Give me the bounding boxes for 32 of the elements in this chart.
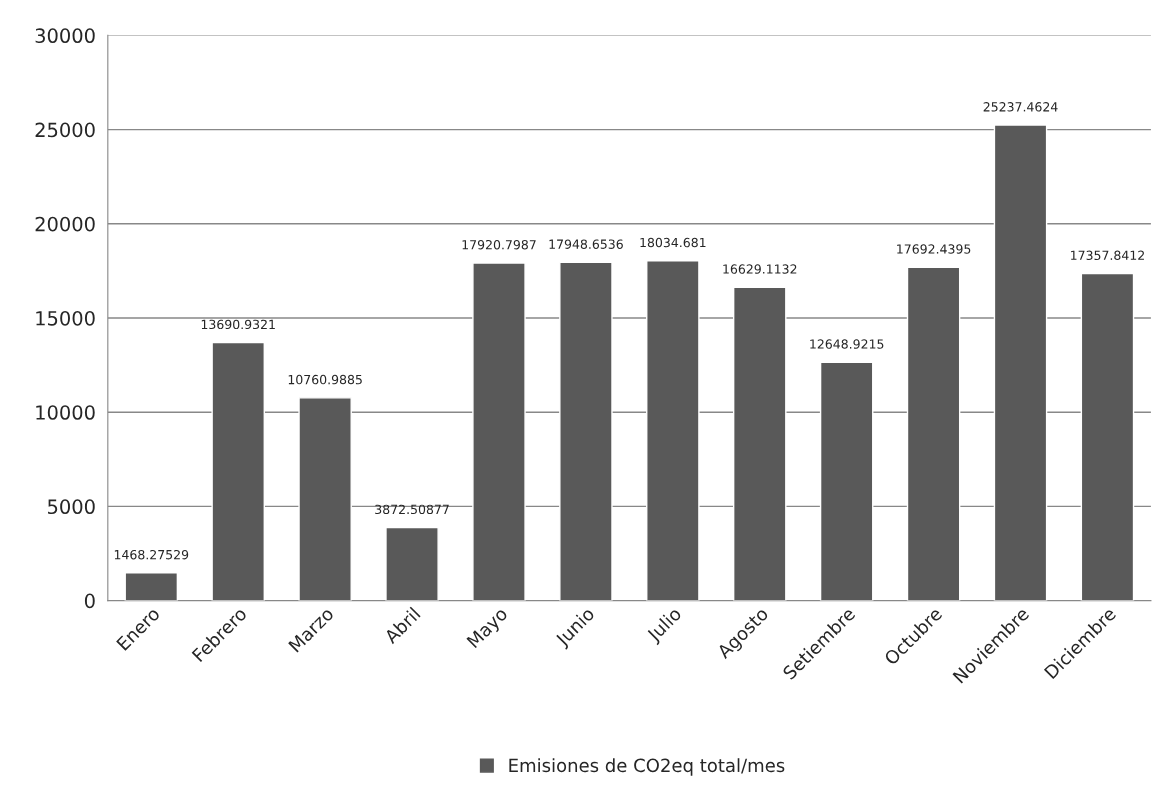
bar bbox=[732, 286, 787, 601]
data-label: 17948.6536 bbox=[549, 239, 623, 249]
data-label: 13690.9321 bbox=[201, 319, 275, 330]
y-tick-label: 5000 bbox=[48, 499, 95, 515]
data-label: 17920.7987 bbox=[462, 239, 536, 250]
bar bbox=[124, 572, 179, 601]
data-label: 16629.1132 bbox=[723, 264, 797, 274]
data-label: 12648.9215 bbox=[810, 339, 884, 349]
data-label: 18034.681 bbox=[640, 237, 706, 248]
data-label: 1468.27529 bbox=[114, 549, 189, 560]
data-label: 17692.4395 bbox=[897, 244, 971, 254]
data-label: 25237.4624 bbox=[983, 102, 1058, 112]
bar bbox=[211, 341, 265, 601]
y-tick-label: 30000 bbox=[35, 28, 95, 44]
y-tick-label: 10000 bbox=[36, 405, 95, 420]
data-label: 3872.50877 bbox=[375, 504, 449, 515]
bar bbox=[472, 262, 526, 601]
bar bbox=[819, 361, 874, 601]
bar bbox=[559, 261, 613, 601]
y-tick-label: 25000 bbox=[35, 122, 95, 138]
bar bbox=[385, 526, 439, 601]
bar bbox=[298, 397, 352, 601]
bar bbox=[906, 266, 961, 601]
data-label: 17357.8412 bbox=[1071, 250, 1144, 261]
data-label: 10760.9885 bbox=[288, 374, 362, 385]
y-tick-label: 0 bbox=[84, 593, 95, 609]
y-tick-label: 20000 bbox=[35, 216, 95, 232]
bar bbox=[1080, 272, 1135, 601]
bar bbox=[993, 124, 1048, 601]
y-tick-label: 15000 bbox=[36, 310, 95, 326]
legend-label: Emisiones de CO2eq total/mes bbox=[509, 758, 785, 776]
bar bbox=[646, 260, 700, 601]
